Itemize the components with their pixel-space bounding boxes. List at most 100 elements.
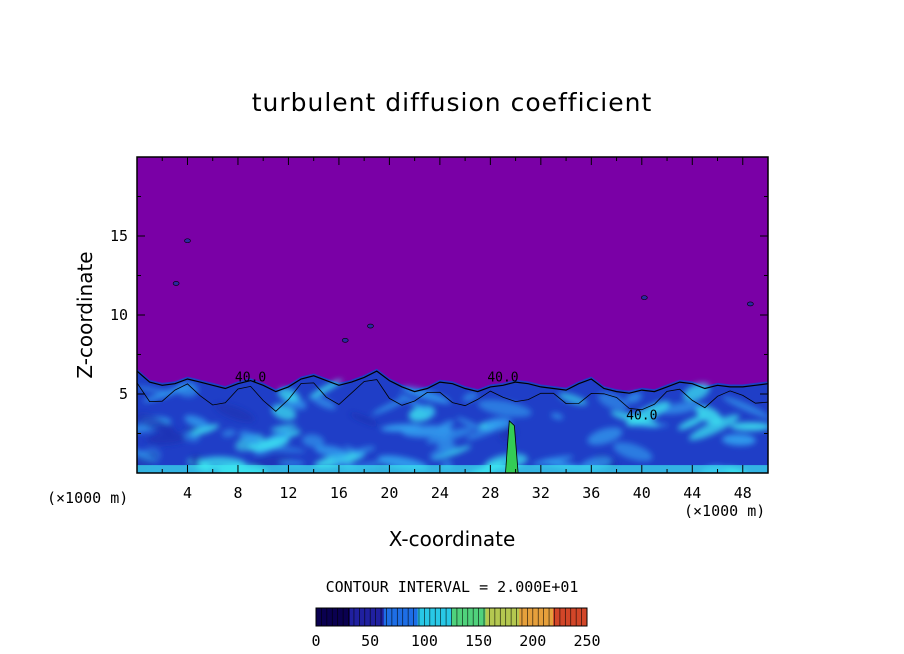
- x-tick-label: 4: [183, 484, 192, 502]
- colorbar: [315, 607, 588, 627]
- turbulent-streak: [677, 415, 706, 430]
- colorbar-segment: [383, 608, 419, 626]
- turbulent-streak: [401, 425, 453, 438]
- turbulent-streak: [625, 392, 643, 404]
- x-tick-label: 28: [481, 484, 499, 502]
- turbulent-streak: [371, 396, 410, 415]
- contour-line: [137, 379, 768, 412]
- turbulent-streak: [270, 424, 297, 432]
- turbulent-streak: [176, 382, 199, 397]
- turbulent-streak: [137, 386, 168, 394]
- colorbar-tick-labels: 0 50 100 150 200 250: [311, 632, 600, 650]
- turbulent-streak: [239, 430, 262, 446]
- turbulent-streak: [137, 444, 157, 462]
- turbulent-streak: [247, 437, 290, 452]
- turbulent-streak: [311, 395, 337, 410]
- contour-label: 40.0: [487, 370, 518, 385]
- y-axis: 5 10 15: [110, 196, 768, 434]
- y-axis-label: Z-coordinate: [73, 251, 97, 378]
- surface-layer: [137, 465, 768, 473]
- contour-interval-text: CONTOUR INTERVAL = 2.000E+01: [326, 578, 579, 596]
- turbulent-streak: [221, 429, 236, 438]
- colorbar-frame: [315, 607, 588, 627]
- turbulent-streak: [550, 412, 564, 420]
- colorbar-tick-label: 0: [311, 632, 320, 650]
- y-tick-label: 15: [110, 227, 128, 245]
- heatmap-field: 40.0 40.0 40.0: [137, 157, 768, 473]
- turbulent-streak: [587, 427, 623, 446]
- colorbar-tick-label: 100: [411, 632, 438, 650]
- colorbar-segment: [349, 608, 385, 626]
- y-tick-label: 5: [119, 385, 128, 403]
- scattered-patch: [747, 301, 754, 307]
- x-tick-label: 44: [683, 484, 701, 502]
- x-right-unit-label: (×1000 m): [684, 502, 765, 520]
- colorbar-tick-label: 150: [465, 632, 492, 650]
- colorbar-segment: [316, 608, 351, 626]
- turbulent-streak: [184, 415, 210, 429]
- x-tick-label: 16: [330, 484, 348, 502]
- colorbar-tick-label: 250: [573, 632, 600, 650]
- scattered-patch: [367, 323, 374, 329]
- turbulent-streak: [462, 392, 478, 402]
- colorbar-tick-label: 200: [519, 632, 546, 650]
- colorbar-segment: [417, 608, 452, 626]
- turbulent-streak: [271, 404, 297, 421]
- turbulent-streak: [398, 393, 437, 416]
- turbulent-streak: [214, 403, 255, 422]
- x-tick-label: 24: [431, 484, 449, 502]
- contour-label: 40.0: [235, 370, 266, 385]
- x-tick-label: 20: [380, 484, 398, 502]
- y-tick-label: 10: [110, 306, 128, 324]
- turbulent-streak: [353, 446, 376, 454]
- turbulent-streak: [722, 396, 768, 419]
- turbulent-streak: [277, 388, 300, 403]
- colorbar-tick-label: 50: [361, 632, 379, 650]
- contour-label: 40.0: [626, 408, 657, 423]
- turbulent-streak: [314, 445, 350, 458]
- contour-line: [137, 370, 768, 394]
- turbulent-streak: [286, 429, 301, 437]
- colorbar-segment: [519, 608, 554, 626]
- turbulent-streak: [426, 427, 474, 444]
- turbulent-streak: [146, 432, 189, 445]
- turbulent-streak: [610, 411, 660, 427]
- turbulent-streak: [302, 434, 325, 448]
- turbulent-streak: [532, 455, 574, 466]
- scattered-patch: [341, 337, 349, 343]
- turbulent-streak: [437, 437, 454, 450]
- x-tick-label: 8: [233, 484, 242, 502]
- scattered-patch: [172, 281, 180, 286]
- turbulent-streak: [456, 417, 483, 431]
- turbulent-streak: [137, 413, 176, 435]
- turbulent-streak: [278, 460, 305, 466]
- x-tick-label: 36: [582, 484, 600, 502]
- colorbar-segment: [485, 608, 520, 626]
- turbulent-streak: [730, 422, 768, 431]
- turbulent-streak: [695, 405, 723, 425]
- turbulent-streak: [613, 442, 653, 462]
- x-left-unit-label: (×1000 m): [47, 489, 128, 507]
- turbulent-streak: [349, 412, 379, 426]
- turbulent-streak: [688, 414, 740, 441]
- scattered-patch: [184, 238, 191, 244]
- turbulent-streak: [477, 399, 532, 418]
- x-tick-label: 40: [633, 484, 651, 502]
- x-axis-label: X-coordinate: [389, 527, 516, 551]
- x-tick-label: 48: [734, 484, 752, 502]
- x-tick-label: 32: [532, 484, 550, 502]
- chart-title: turbulent diffusion coefficient: [252, 88, 653, 117]
- turbulent-streak: [308, 379, 343, 399]
- plume-region: [505, 419, 519, 473]
- turbulent-streak: [660, 401, 700, 415]
- x-axis: 4 8 12 16 20 24 28 32 36 40 44 48: [161, 157, 752, 502]
- turbulent-streak: [597, 392, 628, 411]
- colorbar-segment: [553, 608, 588, 626]
- turbulent-streak: [190, 424, 220, 436]
- colorbar-segment: [451, 608, 486, 626]
- scattered-patch: [641, 295, 648, 300]
- turbulent-streak: [721, 433, 756, 446]
- turbulent-streak: [465, 420, 508, 441]
- x-tick-label: 12: [279, 484, 297, 502]
